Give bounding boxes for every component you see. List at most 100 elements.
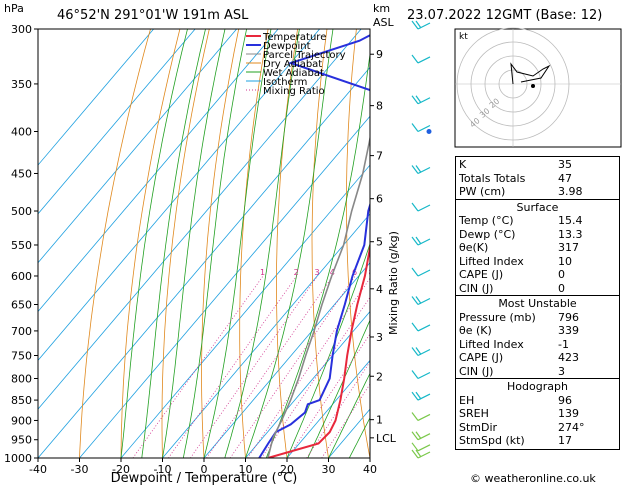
isotherm-line xyxy=(120,164,370,458)
storm-motion-marker xyxy=(531,84,535,88)
wind-marker-dot xyxy=(426,129,432,135)
index-value: 15.4 xyxy=(558,214,583,227)
isotherm-line xyxy=(38,29,196,215)
indices-box: K 35 Totals Totals 47 PW (cm) 3.98 Surface Te… xyxy=(455,156,620,450)
pressure-tick-label: 350 xyxy=(11,78,32,91)
index-row: Totals Totals 47 xyxy=(459,172,616,186)
mixing-ratio-line xyxy=(229,275,356,458)
pressure-tick-label: 600 xyxy=(11,270,32,283)
isotherm-line xyxy=(38,66,370,458)
temp-tick-label: 30 xyxy=(322,463,336,476)
wind-barb xyxy=(411,347,431,357)
index-row: CIN (J) 3 xyxy=(459,365,616,379)
index-label: PW (cm) xyxy=(459,185,506,198)
dry-adiabat xyxy=(412,29,453,458)
km-axis-label: km xyxy=(373,2,390,15)
legend-entry: Dry Adiabat xyxy=(263,59,322,70)
mixing-ratio-line xyxy=(261,296,370,458)
series-parcel-trajectory-line xyxy=(267,134,370,458)
isotherm-line xyxy=(162,213,370,458)
temp-tick-label: -20 xyxy=(112,463,130,476)
hodograph-frame xyxy=(454,28,622,148)
legend-entry: Dewpoint xyxy=(263,41,311,52)
wind-barb xyxy=(411,54,431,64)
isotherm-line xyxy=(38,29,362,410)
index-row: θe(K) 317 xyxy=(459,241,616,255)
plot-area: 1 2 3 4 6 8 10 1 5 2 0 25 xyxy=(38,29,453,458)
wind-barb xyxy=(411,95,431,105)
index-value: 423 xyxy=(558,351,579,364)
index-label: StmDir xyxy=(459,420,498,434)
wet-adiabat xyxy=(286,242,370,458)
mixing-ratio-line xyxy=(190,275,318,458)
index-value: 339 xyxy=(558,324,579,337)
mixing-ratio-line xyxy=(321,383,370,458)
asl-axis-label: ASL xyxy=(373,16,395,29)
wind-barb xyxy=(411,412,431,421)
index-label: Dewp (°C) xyxy=(459,227,516,241)
datetime-text: 23.07.2022 12GMT (Base: 12) xyxy=(407,8,602,23)
index-label: θe(K) xyxy=(459,241,489,254)
surface-title: Surface xyxy=(516,200,559,214)
km-tick-label: 7 xyxy=(376,150,383,163)
location-text: 46°52'N 291°01'W 191m ASL xyxy=(57,8,249,23)
mixing-ratio-line xyxy=(206,275,334,458)
pressure-tick-label: 550 xyxy=(11,239,32,252)
index-value: -1 xyxy=(558,337,569,351)
index-value: 317 xyxy=(558,241,579,254)
isotherm-line xyxy=(286,359,370,458)
wind-barb xyxy=(411,442,431,452)
hodograph-unit: kt xyxy=(459,32,468,42)
wind-barb xyxy=(411,202,431,212)
wet-adiabat xyxy=(224,29,300,458)
isotherm-line xyxy=(203,262,370,458)
x-axis-label: Dewpoint / Temperature (°C) xyxy=(111,471,298,486)
index-row: Temp (°C) 15.4 xyxy=(459,214,616,228)
index-value: 96 xyxy=(558,393,572,407)
legend-entry: Wet Adiabat xyxy=(263,68,324,79)
series-dewpoint-line xyxy=(258,34,370,458)
index-row: StmSpd (kt) 17 xyxy=(459,434,616,448)
temp-tick-label: 10 xyxy=(239,463,253,476)
index-value: 139 xyxy=(558,407,579,420)
dry-adiabat xyxy=(311,29,329,458)
pressure-tick-label: 500 xyxy=(11,205,32,218)
mixing-ratio-axis-label: Mixing Ratio (g/kg) xyxy=(387,231,400,335)
legend-entry: Temperature xyxy=(262,32,326,43)
index-value: 3.98 xyxy=(558,185,583,198)
wet-adiabat xyxy=(307,319,370,458)
index-label: SREH xyxy=(459,407,489,420)
wind-barb xyxy=(411,267,431,277)
index-row: CAPE (J) 423 xyxy=(459,351,616,365)
wind-barb xyxy=(411,391,431,401)
pressure-tick-label: 800 xyxy=(11,372,32,385)
index-row: EH 96 xyxy=(459,394,616,408)
index-value: 35 xyxy=(558,158,572,171)
mixing-ratio-label: 8 xyxy=(368,268,373,277)
wet-adiabat xyxy=(182,29,247,458)
dry-adiabat xyxy=(161,29,210,458)
index-value: 10 xyxy=(558,254,572,268)
indices-table: K 35 Totals Totals 47 PW (cm) 3.98 Surface Te… xyxy=(455,156,620,450)
index-row: θe (K) 339 xyxy=(459,324,616,338)
pressure-tick-label: 300 xyxy=(11,23,32,36)
km-tick-label: 9 xyxy=(376,48,383,61)
temp-tick-label: 40 xyxy=(363,463,377,476)
pressure-tick-label: 750 xyxy=(11,349,32,362)
temp-tick-label: -30 xyxy=(71,463,89,476)
isotherm-line xyxy=(38,29,237,264)
mixing-ratio-label: 1 xyxy=(260,268,265,277)
index-value: 47 xyxy=(558,171,572,185)
index-label: CIN (J) xyxy=(459,364,494,378)
index-label: Totals Totals xyxy=(459,171,526,185)
pressure-tick-label: 650 xyxy=(11,299,32,312)
km-tick-label: 6 xyxy=(376,193,383,206)
km-tick-label: 3 xyxy=(376,331,383,344)
pressure-tick-label: 950 xyxy=(11,434,32,447)
legend-entry: Parcel Trajectory xyxy=(263,50,346,61)
wet-adiabat xyxy=(203,29,272,458)
dry-adiabat xyxy=(346,29,370,458)
mixing-ratio-label: 2 xyxy=(294,268,299,277)
km-tick-label: 2 xyxy=(376,370,383,383)
wet-adiabat xyxy=(265,51,370,458)
